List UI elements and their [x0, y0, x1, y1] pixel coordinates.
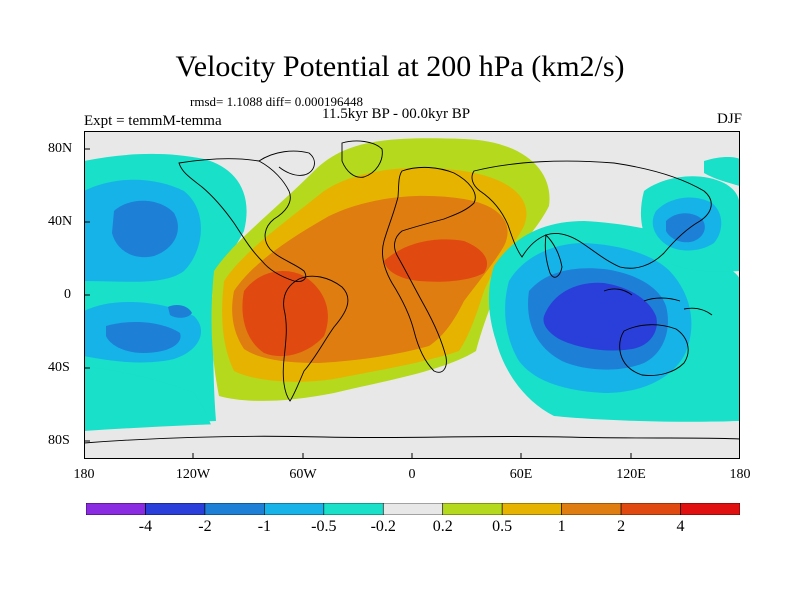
lat-tick-label: 0: [64, 287, 71, 302]
lon-tick-label: 180: [729, 467, 751, 482]
lat-tick-label: 40S: [48, 360, 70, 375]
colorbar-label: 0.2: [432, 518, 453, 535]
lon-tick-label: 120W: [175, 467, 211, 482]
colorbar-swatches: [86, 503, 740, 515]
colorbar-label: 1: [557, 518, 566, 535]
colorbar-swatch: [323, 503, 384, 515]
lon-tick-label: 60E: [509, 467, 533, 482]
lon-tick-label: 180: [73, 467, 95, 482]
lat-tick-label: 80N: [48, 141, 73, 156]
colorbar-swatch: [561, 503, 622, 515]
colorbar-swatch: [204, 503, 265, 515]
period-label: 11.5kyr BP - 00.0kyr BP: [322, 106, 471, 122]
velocity-potential-map: [84, 131, 740, 459]
lon-tick-label: 120E: [616, 467, 646, 482]
indo-pacific-minus-two: [543, 282, 657, 351]
colorbar-swatch: [442, 503, 503, 515]
lon-tick-label: 0: [408, 467, 416, 482]
pacific-minus-one-south-inner: [106, 321, 181, 353]
pacific-minus-one-north: [112, 200, 178, 258]
colorbar-swatch: [145, 503, 206, 515]
colorbar-swatch: [264, 503, 325, 515]
colorbar-label: 4: [676, 518, 685, 535]
stats-text: rmsd= 1.1088 diff= 0.000196448: [190, 94, 363, 109]
lon-tick-label: 60W: [289, 467, 317, 482]
lat-tick-label: 80S: [48, 433, 70, 448]
colorbar-label: -0.5: [311, 518, 337, 535]
pacific-small-cell: [168, 305, 192, 318]
positive-region-2-africa: [384, 239, 488, 282]
colorbar-label: 2: [617, 518, 626, 535]
chart-title: Velocity Potential at 200 hPa (km2/s): [175, 50, 625, 83]
colorbar-swatch: [501, 503, 562, 515]
colorbar-swatch: [86, 503, 146, 515]
season-label: DJF: [716, 111, 742, 127]
map-panel: [84, 131, 740, 459]
colorbar-swatch: [620, 503, 681, 515]
southern-negative-band: [84, 366, 214, 436]
north-pacific-minus-one: [666, 213, 705, 243]
map-ticks: [84, 148, 632, 459]
experiment-label: Expt = temmM-temma: [84, 113, 222, 129]
colorbar-label: -1: [257, 518, 272, 535]
colorbar-swatch: [382, 503, 444, 515]
colorbar-label: -4: [138, 518, 153, 535]
southern-neutral-band: [84, 420, 740, 459]
colorbar-label: -2: [198, 518, 212, 535]
coastlines: [84, 140, 740, 444]
colorbar: [86, 503, 740, 515]
colorbar-label: -0.2: [370, 518, 396, 535]
lat-tick-label: 40N: [48, 214, 73, 229]
colorbar-swatch: [680, 503, 740, 515]
colorbar-label: 0.5: [492, 518, 513, 535]
arctic-negative-right: [704, 156, 740, 186]
